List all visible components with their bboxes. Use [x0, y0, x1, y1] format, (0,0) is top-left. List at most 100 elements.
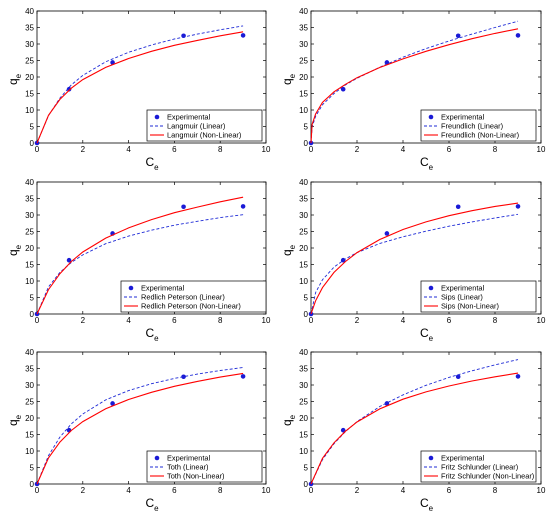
- chart-panel-2: 0 2 4 6 8 100510152025303540CeqeExperimentalF…: [280, 7, 546, 172]
- experimental-point: [455, 204, 461, 210]
- y-tick-label: 35: [25, 195, 34, 204]
- y-axis-label: qe: [280, 414, 297, 426]
- x-tick-label: 0: [35, 486, 40, 495]
- x-tick-label: 10: [262, 145, 271, 154]
- chart-panel-1: 0 2 4 6 8 100510152025303540CeqeExperimentalL…: [6, 7, 271, 172]
- y-tick-label: 30: [299, 211, 308, 220]
- legend-label: Toth (Non-Linear): [167, 472, 225, 481]
- y-tick-label: 10: [25, 447, 34, 456]
- x-tick-label: 8: [493, 486, 498, 495]
- legend-label: Redlich Peterson (Non-Linear): [141, 302, 241, 311]
- y-tick-label: 10: [299, 447, 308, 456]
- y-tick-label: 0: [30, 139, 35, 148]
- x-tick-label: 8: [218, 145, 223, 154]
- y-tick-label: 15: [299, 261, 308, 270]
- y-tick-label: 15: [299, 431, 308, 440]
- y-tick-label: 30: [299, 40, 308, 49]
- nonlinear-fit-line: [36, 372, 244, 485]
- y-tick-label: 0: [304, 480, 309, 489]
- y-tick-label: 15: [25, 431, 34, 440]
- y-tick-label: 35: [299, 24, 308, 33]
- experimental-point: [515, 204, 521, 209]
- y-tick-label: 30: [25, 381, 34, 390]
- linear-fit-line: [36, 214, 244, 315]
- y-axis-label: qe: [6, 244, 23, 256]
- y-tick-label: 15: [299, 90, 308, 99]
- x-tick-label: 4: [126, 145, 131, 154]
- experimental-point: [515, 374, 521, 379]
- x-axis-label: Ce: [420, 326, 434, 343]
- x-tick-label: 2: [355, 486, 360, 495]
- y-tick-label: 5: [30, 294, 35, 303]
- chart-panel-6: 0 2 4 6 8 100510152025303540CeqeExperimentalF…: [280, 348, 546, 513]
- x-axis-label: Ce: [146, 496, 160, 513]
- nonlinear-fit-line: [310, 372, 519, 485]
- y-tick-label: 0: [30, 480, 35, 489]
- legend-label: Experimental: [167, 454, 210, 463]
- x-tick-label: 4: [401, 316, 406, 325]
- x-tick-label: 2: [81, 145, 86, 154]
- legend-marker: [428, 285, 434, 291]
- x-axis-label: Ce: [146, 155, 160, 172]
- y-tick-label: 30: [299, 381, 308, 390]
- x-tick-label: 4: [126, 486, 131, 495]
- legend-marker: [154, 455, 160, 461]
- y-tick-label: 30: [25, 40, 34, 49]
- y-tick-label: 5: [304, 123, 309, 132]
- legend-marker: [128, 285, 134, 291]
- experimental-point: [181, 374, 186, 380]
- legend-label: Fritz Schlunder (Linear): [441, 463, 518, 472]
- x-tick-label: 6: [447, 316, 452, 325]
- legend-box: [420, 109, 537, 142]
- x-tick-label: 6: [172, 145, 177, 154]
- experimental-point: [515, 33, 521, 38]
- chart-panel-3: 0 2 4 6 8 100510152025303540CeqeExperimentalR…: [6, 178, 271, 343]
- x-tick-label: 10: [537, 145, 546, 154]
- nonlinear-fit-line: [310, 28, 519, 144]
- nonlinear-fit-line: [36, 196, 244, 315]
- x-tick-label: 6: [172, 316, 177, 325]
- x-tick-label: 4: [401, 145, 406, 154]
- x-tick-label: 8: [493, 316, 498, 325]
- y-tick-label: 25: [299, 228, 308, 237]
- x-tick-label: 10: [262, 316, 271, 325]
- legend-label: Sips (Non-Linear): [441, 302, 499, 311]
- x-axis-label: Ce: [420, 155, 434, 172]
- experimental-point: [181, 204, 186, 210]
- legend-label: Langmuir (Non-Linear): [167, 131, 241, 140]
- y-tick-label: 40: [25, 178, 34, 187]
- y-axis-label: qe: [6, 73, 23, 85]
- x-tick-label: 6: [447, 486, 452, 495]
- y-tick-label: 30: [25, 211, 34, 220]
- legend-label: Freundlich (Non-Linear): [441, 131, 519, 140]
- experimental-point: [110, 401, 115, 406]
- x-tick-label: 0: [35, 316, 40, 325]
- experimental-point: [240, 374, 246, 379]
- experimental-point: [66, 86, 72, 92]
- x-tick-label: 10: [262, 486, 271, 495]
- nonlinear-fit-line: [36, 31, 244, 144]
- y-tick-label: 20: [299, 244, 308, 253]
- legend-label: Experimental: [167, 113, 210, 122]
- chart-panel-5: 0 2 4 6 8 100510152025303540CeqeExperimentalT…: [6, 348, 271, 513]
- y-tick-label: 0: [30, 310, 35, 319]
- x-tick-label: 10: [537, 316, 546, 325]
- y-tick-label: 5: [30, 123, 35, 132]
- experimental-point: [340, 86, 346, 92]
- legend-label: Freundlich (Linear): [441, 122, 503, 131]
- y-axis-label: qe: [280, 73, 297, 85]
- x-tick-label: 2: [355, 145, 360, 154]
- legend-label: Experimental: [441, 454, 484, 463]
- legend-marker: [154, 114, 160, 120]
- y-tick-label: 10: [25, 277, 34, 286]
- experimental-point: [384, 60, 390, 65]
- y-tick-label: 20: [299, 73, 308, 82]
- y-tick-label: 40: [25, 7, 34, 16]
- x-tick-label: 0: [35, 145, 40, 154]
- x-tick-label: 0: [309, 486, 314, 495]
- y-tick-label: 15: [25, 261, 34, 270]
- y-tick-label: 5: [304, 464, 309, 473]
